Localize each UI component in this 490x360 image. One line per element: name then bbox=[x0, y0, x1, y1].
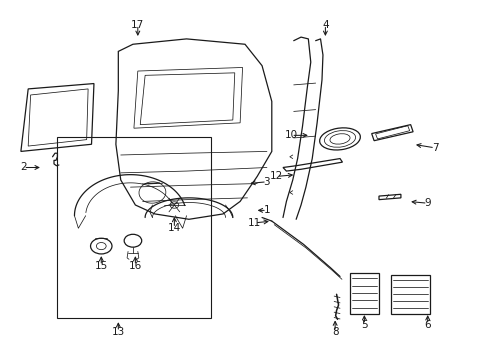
Text: 5: 5 bbox=[361, 320, 368, 330]
Text: 1: 1 bbox=[264, 205, 270, 215]
Text: 12: 12 bbox=[270, 171, 283, 181]
Bar bbox=[57, 137, 211, 318]
Text: 11: 11 bbox=[248, 218, 261, 228]
Text: 3: 3 bbox=[264, 177, 270, 187]
Text: 15: 15 bbox=[95, 261, 108, 271]
Text: 17: 17 bbox=[131, 19, 145, 30]
Text: 2: 2 bbox=[20, 162, 26, 172]
Text: 9: 9 bbox=[424, 198, 431, 208]
Text: 14: 14 bbox=[168, 223, 181, 233]
Text: 16: 16 bbox=[129, 261, 142, 271]
Text: 8: 8 bbox=[332, 327, 339, 337]
Text: 13: 13 bbox=[112, 327, 125, 337]
Text: 10: 10 bbox=[285, 130, 298, 140]
Text: 6: 6 bbox=[424, 320, 431, 330]
Text: 4: 4 bbox=[322, 19, 329, 30]
Text: 7: 7 bbox=[432, 143, 439, 153]
